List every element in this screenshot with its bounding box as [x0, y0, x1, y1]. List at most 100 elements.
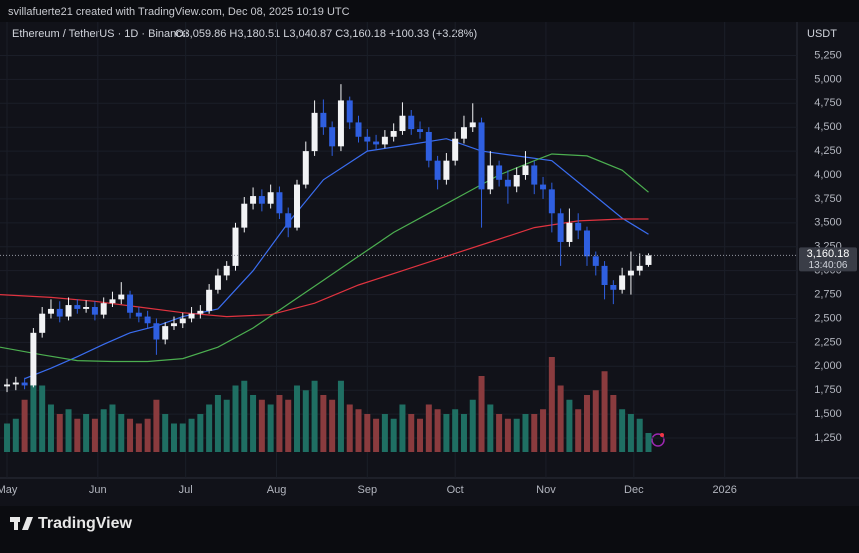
candle-body — [214, 275, 221, 290]
x-tick-label: Nov — [536, 484, 556, 496]
plot — [0, 22, 797, 478]
candle-body — [197, 310, 204, 314]
candle-body — [170, 323, 177, 327]
volume-bar — [478, 376, 485, 452]
candle-body — [346, 100, 353, 123]
volume-bar — [619, 409, 626, 452]
currency: USDT — [807, 28, 837, 40]
volume-bar — [100, 409, 107, 452]
y-tick-label: 2,500 — [814, 312, 842, 324]
y-tick-label: 1,500 — [814, 408, 842, 420]
y-tick-label: 1,750 — [814, 384, 842, 396]
candle-body — [329, 127, 336, 147]
candle-body — [4, 384, 11, 387]
volume-bar — [170, 423, 177, 452]
volume-bar — [118, 414, 125, 452]
y-tick-label: 1,250 — [814, 432, 842, 444]
volume-bar — [627, 414, 634, 452]
volume-bar — [153, 399, 160, 452]
candle-body — [188, 313, 195, 319]
volume-bar — [390, 418, 397, 452]
volume-bar — [223, 399, 230, 452]
candle-body — [566, 222, 573, 242]
volume-bar — [434, 409, 441, 452]
volume-bar — [294, 385, 301, 452]
volume-bar — [487, 404, 494, 452]
volume-bar — [504, 418, 511, 452]
countdown: 13:40:06 — [809, 260, 848, 271]
moving-average — [0, 218, 649, 318]
candle-body — [91, 307, 98, 315]
volume-bar — [373, 418, 380, 452]
candle-body — [83, 307, 90, 309]
volume-bar — [337, 380, 344, 452]
volume-bar — [258, 399, 265, 452]
candle-body — [206, 289, 213, 311]
candle-body — [601, 265, 608, 286]
candle-body — [223, 265, 230, 276]
volume-bar — [197, 414, 204, 452]
candle-body — [267, 192, 274, 204]
candle-body — [478, 122, 485, 190]
y-tick-label: 2,250 — [814, 336, 842, 348]
candle-body — [258, 196, 265, 204]
candle-body — [627, 270, 634, 276]
candle-body — [557, 213, 564, 242]
volume-bar — [540, 409, 547, 452]
candle-body — [364, 136, 371, 142]
volume-bar — [329, 399, 336, 452]
candle-body — [276, 192, 283, 214]
volume-bar — [575, 409, 582, 452]
symbol-label: Ethereum / TetherUS · 1D · Binance — [12, 28, 188, 40]
y-tick-label: 3,500 — [814, 217, 842, 229]
moving-average — [0, 153, 649, 363]
logo: TradingView — [10, 515, 133, 532]
volume-bar — [135, 423, 142, 452]
candle-body — [294, 184, 301, 228]
volume-bar — [346, 404, 353, 452]
y-tick-label: 2,750 — [814, 288, 842, 300]
volume-bar — [320, 395, 327, 452]
alert-icon[interactable] — [651, 433, 665, 447]
candle-body — [540, 184, 547, 190]
volume-bar — [12, 418, 19, 452]
volume-bar — [566, 399, 573, 452]
header: svillafuerte21 created with TradingView.… — [8, 6, 350, 18]
candle-body — [355, 122, 362, 137]
volume-bar — [127, 418, 134, 452]
volume-bar — [496, 414, 503, 452]
candle-body — [487, 165, 494, 190]
candle-body — [531, 165, 538, 185]
volume-bar — [302, 390, 309, 452]
y-tick-label: 4,500 — [814, 121, 842, 133]
volume-bar — [381, 414, 388, 452]
last-price-label: 3,160.18 — [807, 248, 850, 260]
candle-body — [469, 122, 476, 128]
volume-bar — [162, 414, 169, 452]
candle-body — [408, 115, 415, 130]
volume-bar — [30, 376, 37, 452]
candle-body — [118, 294, 125, 300]
volume-bar — [250, 395, 257, 452]
candle-body — [47, 308, 54, 314]
volume-bar — [241, 380, 248, 452]
volume-bar — [276, 395, 283, 452]
volume-bar — [21, 399, 28, 452]
volume-bar — [83, 414, 90, 452]
candle-body — [21, 382, 28, 386]
candle-body — [65, 305, 72, 317]
volume-bar — [469, 399, 476, 452]
volume-bar — [179, 423, 186, 452]
volume-bar — [399, 404, 406, 452]
candle-body — [241, 203, 248, 228]
volume-bar — [65, 409, 72, 452]
candle-body — [575, 222, 582, 231]
candle-body — [381, 136, 388, 145]
volume-bar — [452, 409, 459, 452]
volume-bar — [188, 418, 195, 452]
candle-body — [109, 299, 116, 304]
candle-body — [135, 312, 142, 317]
y-tick-label: 4,250 — [814, 145, 842, 157]
brand: TradingView — [38, 515, 133, 532]
volume-bar — [522, 414, 529, 452]
